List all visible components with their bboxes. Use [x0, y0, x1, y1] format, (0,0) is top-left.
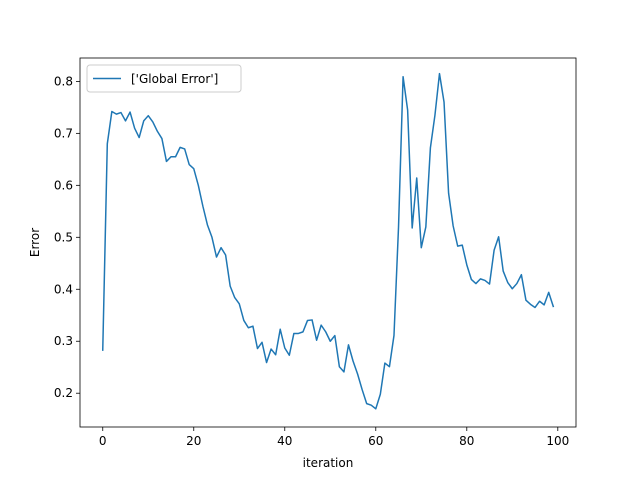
x-tick-label: 80	[459, 434, 474, 448]
legend-label: ['Global Error']	[131, 72, 218, 86]
x-tick-label: 0	[99, 434, 107, 448]
x-tick-label: 40	[277, 434, 292, 448]
axes-frame	[79, 57, 577, 428]
series-line-0	[101, 72, 555, 410]
y-tick-label: 0.2	[54, 386, 73, 400]
x-tick-label: 60	[368, 434, 383, 448]
y-axis-ticks: 0.2 0.3 0.4 0.5 0.6 0.7 0.8	[54, 74, 80, 400]
legend: ['Global Error']	[86, 64, 242, 93]
x-tick-label: 20	[186, 434, 201, 448]
legend-box	[86, 64, 242, 93]
y-tick-label: 0.7	[54, 126, 73, 140]
y-tick-label: 0.3	[54, 334, 73, 348]
x-tick-label: 100	[546, 434, 569, 448]
plot-area	[101, 72, 555, 410]
y-tick-label: 0.6	[54, 178, 73, 192]
x-axis-label: iteration	[303, 456, 354, 470]
x-axis-ticks: 0 20 40 60 80 100	[99, 427, 569, 448]
y-tick-label: 0.8	[54, 74, 73, 88]
y-axis-label: Error	[28, 228, 42, 257]
y-tick-label: 0.4	[54, 282, 73, 296]
y-tick-label: 0.5	[54, 230, 73, 244]
